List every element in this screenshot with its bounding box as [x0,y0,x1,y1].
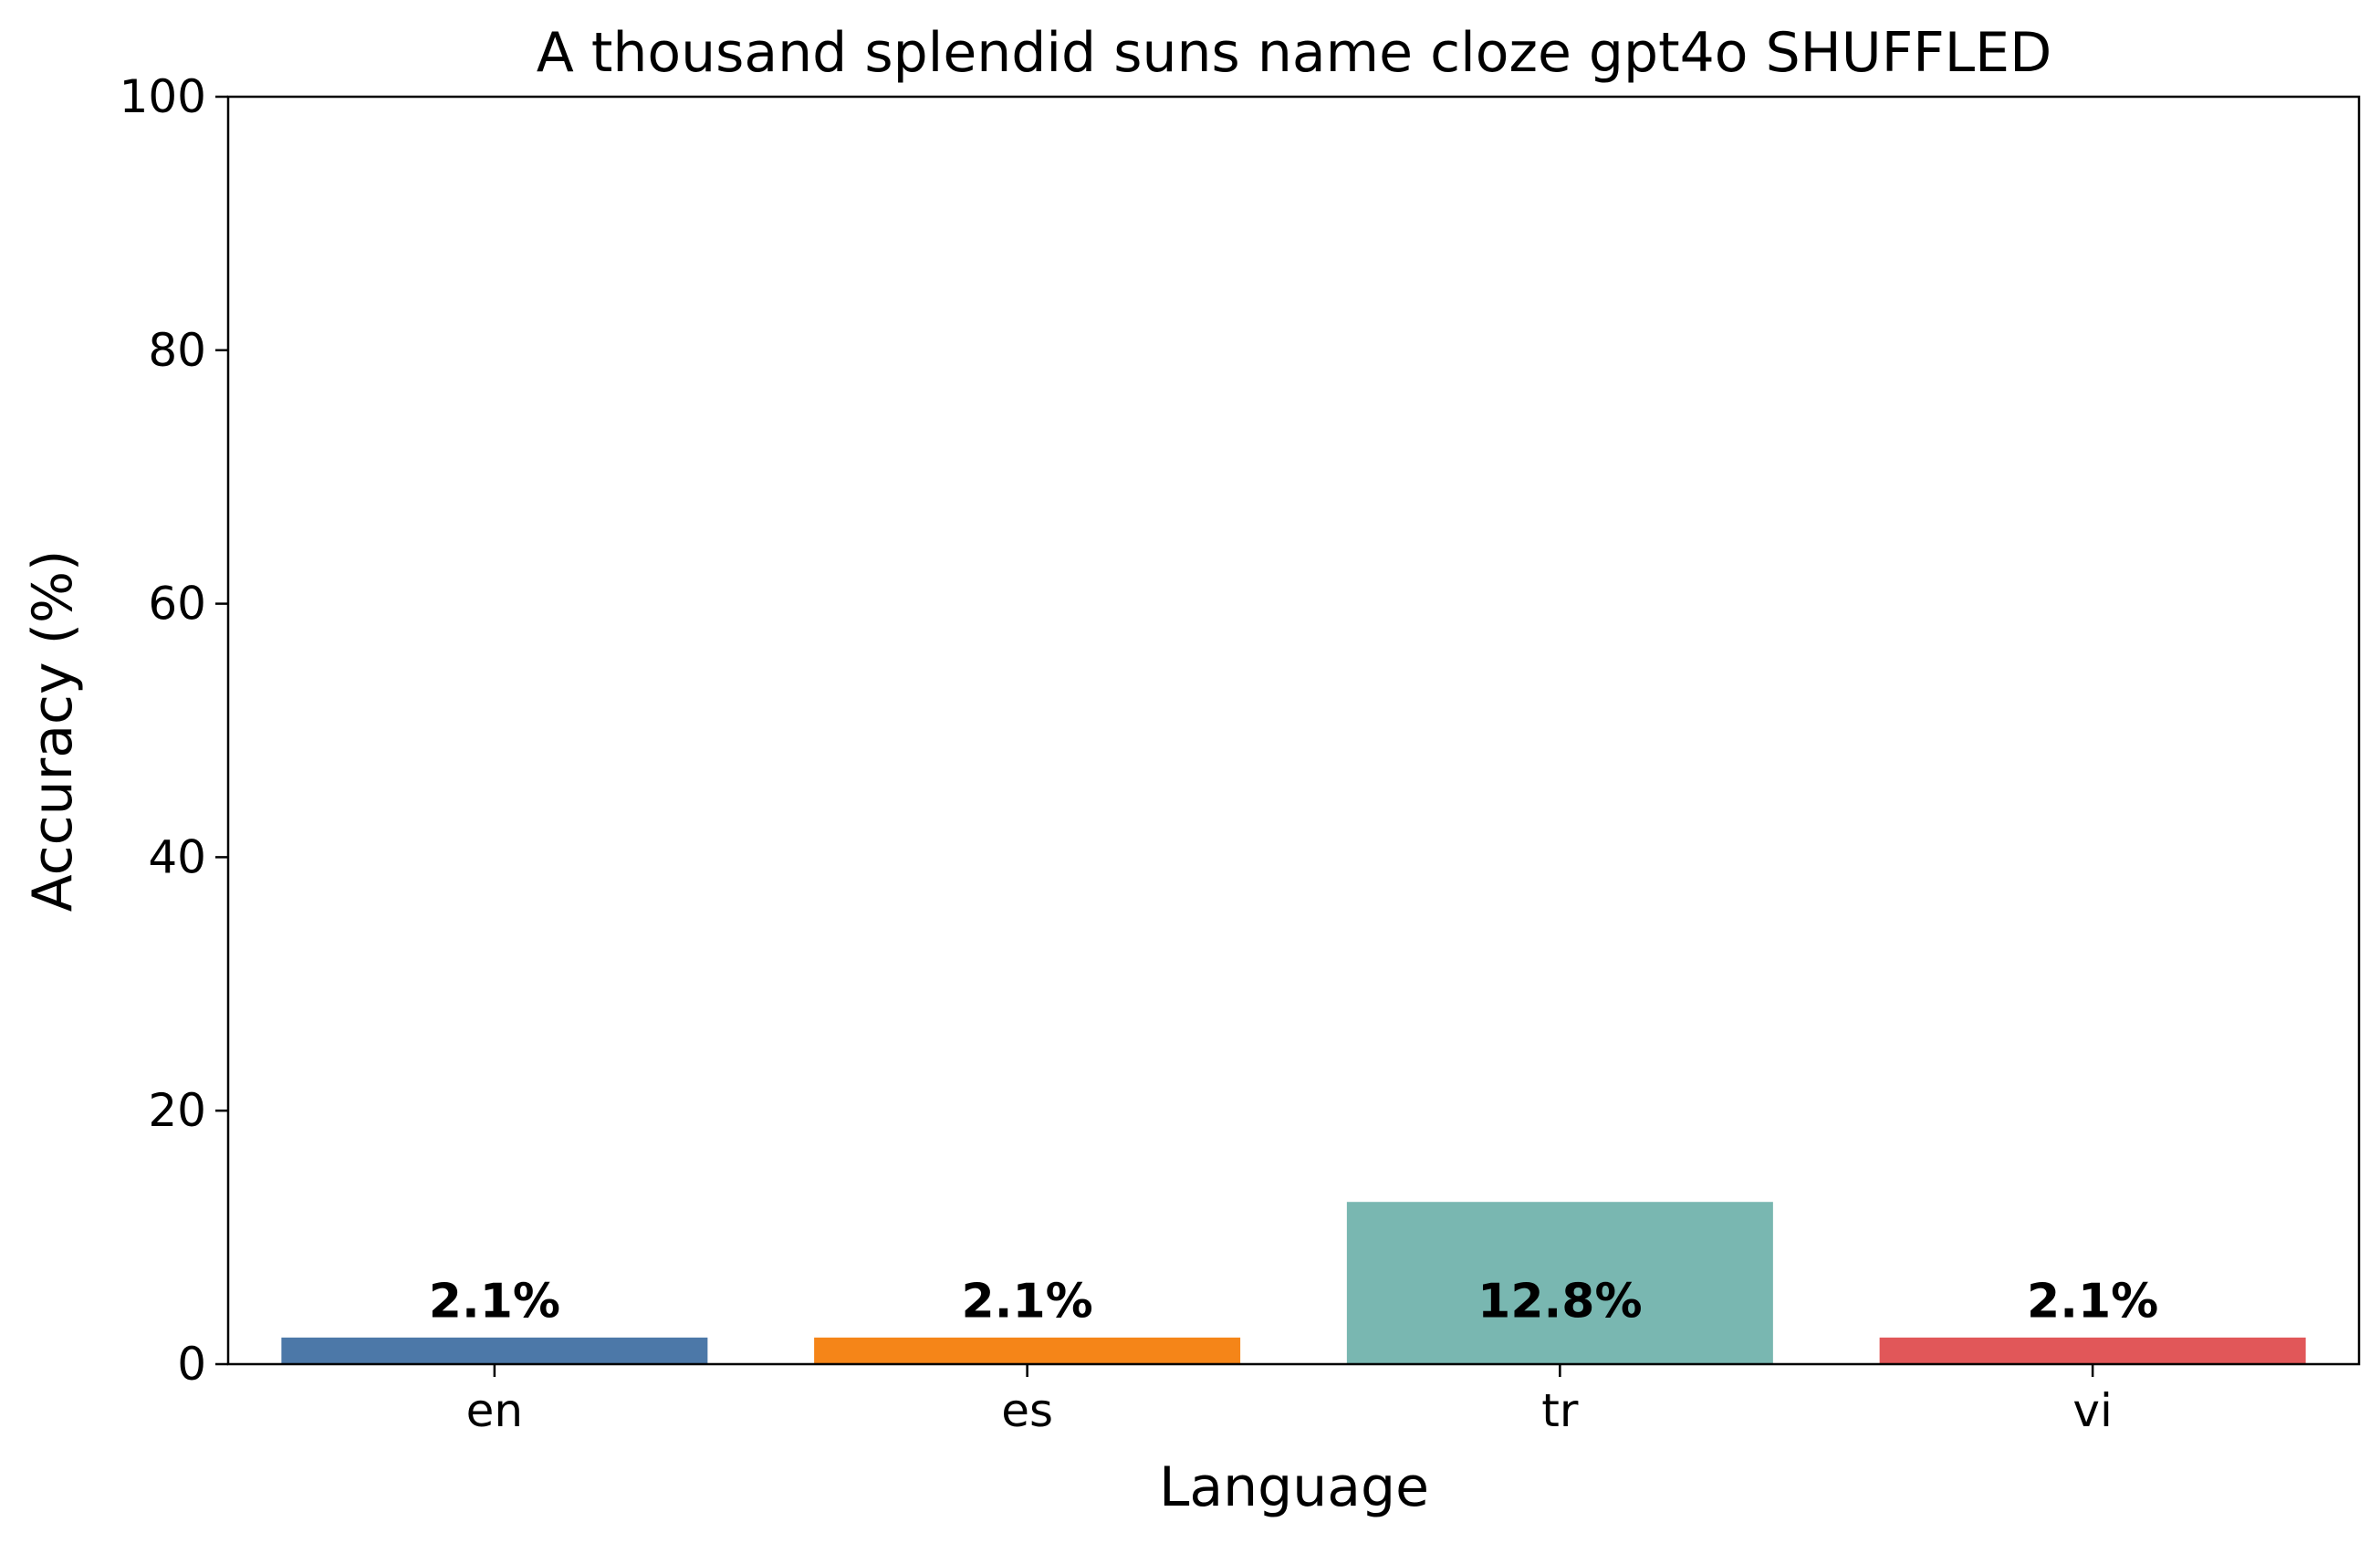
y-tick-label: 40 [148,830,206,883]
y-tick-label: 80 [148,324,206,377]
x-axis-label: Language [1159,1455,1429,1519]
x-tick-label-es: es [1001,1384,1053,1437]
data-label-tr: 12.8% [1477,1275,1642,1329]
plot-frame [226,95,2361,1366]
data-label-en: 2.1% [429,1275,560,1329]
y-tick-label: 100 [120,70,206,123]
bar-tr [1346,1202,1773,1364]
bar-vi [1879,1337,2306,1364]
x-tick-label-tr: tr [1541,1384,1579,1437]
x-tick-label-vi: vi [2072,1384,2112,1437]
y-tick-label: 20 [148,1084,206,1137]
y-axis-label: Accuracy (%) [21,550,85,912]
bar-es [814,1337,1241,1364]
y-tick-label: 0 [177,1338,206,1391]
chart-title: A thousand splendid suns name cloze gpt4… [537,21,2052,85]
y-tick-label: 60 [148,578,206,631]
plot-area: 2.1% 2.1% 12.8% 2.1% 0 20 40 60 80 100 en es tr vi [120,70,2361,1437]
bar-en [281,1337,708,1364]
data-label-vi: 2.1% [2027,1275,2158,1329]
data-label-es: 2.1% [962,1275,1093,1329]
x-tick-label-en: en [466,1384,523,1437]
